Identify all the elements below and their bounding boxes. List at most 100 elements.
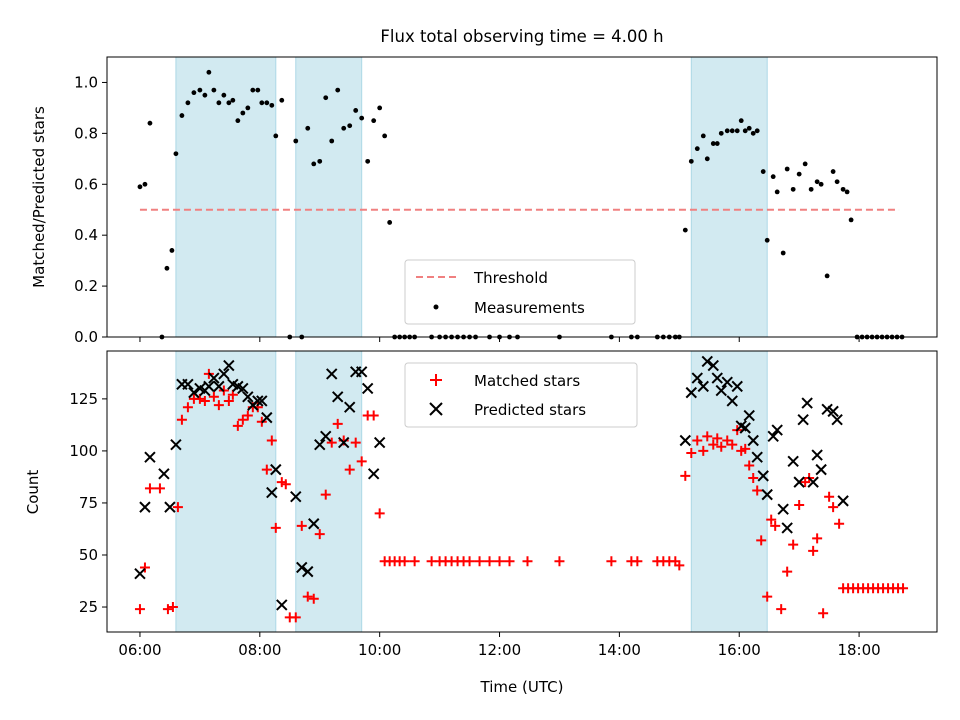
predicted-star-point xyxy=(252,395,264,407)
measurement-point xyxy=(245,105,251,111)
predicted-star-point xyxy=(242,391,254,403)
predicted-star-point xyxy=(827,405,839,418)
predicted-star-point xyxy=(208,372,220,384)
predicted-star-point xyxy=(757,470,769,482)
measurement-point xyxy=(329,138,335,144)
measurement-point xyxy=(808,186,814,192)
predicted-star-point xyxy=(697,380,709,393)
top-legend: Threshold Measurements xyxy=(404,259,636,325)
shaded-interval xyxy=(175,350,277,633)
matched-star-point xyxy=(740,443,751,454)
matched-star-point xyxy=(223,395,234,406)
y-tick-label: 75 xyxy=(79,494,98,512)
predicted-star-point xyxy=(373,436,386,449)
measurement-point xyxy=(211,87,217,93)
measurement-point xyxy=(147,120,153,126)
matched-star-point xyxy=(680,470,691,481)
measurement-point xyxy=(734,128,740,134)
measurement-point xyxy=(714,141,720,146)
matched-star-point xyxy=(139,562,150,573)
predicted-star-point xyxy=(781,522,793,534)
y-tick-label: 0.6 xyxy=(74,175,98,193)
predicted-star-point xyxy=(815,463,827,476)
matched-star-point xyxy=(290,612,301,623)
matched-star-point xyxy=(208,391,219,402)
bottom-legend: Matched stars Predicted stars xyxy=(404,362,638,428)
x-tick-label: 12:00 xyxy=(478,641,521,659)
predicted-star-point xyxy=(751,451,763,463)
matched-star-point xyxy=(782,566,793,577)
matched-star-point xyxy=(213,400,224,411)
measurement-point xyxy=(834,179,840,185)
measurement-point xyxy=(169,248,175,253)
bottom-y-ticks: 25 50 75 100 125 xyxy=(69,390,107,616)
predicted-star-point xyxy=(807,476,819,488)
x-tick-label: 10:00 xyxy=(358,641,401,659)
matched-star-point xyxy=(167,602,178,613)
predicted-star-point xyxy=(731,380,743,393)
predicted-star-point xyxy=(223,359,235,372)
y-tick-label: 0.2 xyxy=(74,277,98,295)
matched-star-point xyxy=(522,556,533,567)
top-y-axis-label: Matched/Predicted stars xyxy=(30,106,48,288)
measurement-point xyxy=(688,158,694,164)
predicted-star-point xyxy=(326,368,338,380)
matched-star-point xyxy=(762,591,773,602)
measurement-point xyxy=(279,97,285,103)
measurement-point xyxy=(347,123,353,129)
y-tick-label: 100 xyxy=(69,442,98,460)
matched-star-point xyxy=(242,410,253,421)
predicted-star-point xyxy=(270,463,282,476)
measurement-point xyxy=(202,92,208,98)
predicted-star-point xyxy=(707,359,719,372)
measurement-point xyxy=(700,133,706,139)
matched-star-point xyxy=(727,439,738,450)
predicted-star-point xyxy=(797,413,809,426)
measurement-point xyxy=(760,169,766,174)
matched-star-point xyxy=(828,502,839,513)
matched-star-point xyxy=(154,483,165,494)
matched-star-point xyxy=(554,556,565,567)
predicted-star-point xyxy=(787,455,799,468)
measurement-point xyxy=(802,161,808,167)
measurement-point xyxy=(323,95,329,101)
top-axes-frame xyxy=(106,56,938,338)
measurement-point xyxy=(221,92,227,98)
measurement-point xyxy=(216,100,222,106)
matched-star-point xyxy=(744,460,755,471)
measurement-point xyxy=(790,186,796,192)
matched-star-point xyxy=(266,435,277,446)
matched-star-point xyxy=(674,560,685,571)
top-legend-box xyxy=(404,259,636,325)
measurement-point xyxy=(197,87,203,93)
matched-star-point xyxy=(702,431,713,442)
predicted-star-point xyxy=(332,391,344,403)
predicted-star-point xyxy=(777,503,789,515)
matched-star-point xyxy=(350,437,361,448)
matched-star-point xyxy=(708,439,719,450)
measurement-point xyxy=(173,151,179,157)
measurement-point xyxy=(710,141,716,146)
predicted-star-point xyxy=(355,366,368,378)
predicted-star-point xyxy=(679,434,692,447)
measurement-point xyxy=(844,189,850,195)
predicted-star-point xyxy=(837,495,849,507)
predicted-star-point xyxy=(761,488,773,501)
shaded-interval xyxy=(175,56,277,338)
matched-star-point xyxy=(399,556,410,567)
matched-star-point xyxy=(794,500,805,511)
measurement-point xyxy=(179,113,185,118)
matched-star-point xyxy=(698,445,709,456)
measurement-point xyxy=(273,133,279,139)
predicted-star-point xyxy=(726,395,738,407)
y-tick-label: 50 xyxy=(79,546,98,564)
measurement-point xyxy=(353,108,359,113)
measurement-point xyxy=(718,130,724,136)
legend-measurements-swatch xyxy=(433,304,439,310)
predicted-star-point xyxy=(767,430,779,443)
measurement-point xyxy=(185,100,191,106)
bottom-x-ticks: 06:00 08:00 10:00 12:00 14:00 16:00 18:00 xyxy=(118,632,881,659)
matched-star-point xyxy=(716,441,727,452)
matched-star-point xyxy=(344,464,355,475)
legend-predicted-swatch xyxy=(429,402,443,416)
